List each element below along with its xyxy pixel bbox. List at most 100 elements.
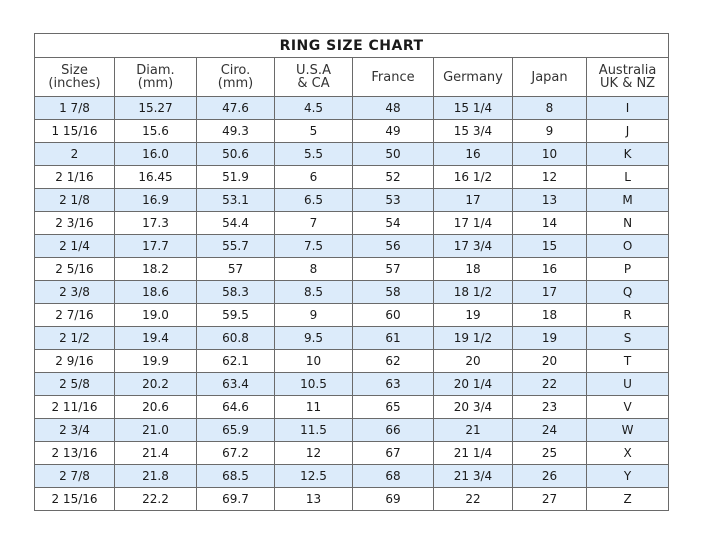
table-cell: 19.4 [114,326,197,350]
table-cell: 12 [512,165,587,189]
table-body: 1 7/8 15.27 47.6 4.5 48 15 1/4 8 I 1 15/16 15.6 49… [34,96,670,511]
table-cell: 2 1/8 [34,188,115,212]
table-cell: 5 [274,119,353,143]
table-cell: 14 [512,211,587,235]
table-cell: 15 3/4 [433,119,513,143]
table-cell: S [585,326,670,350]
table-cell: 2 3/8 [34,280,115,304]
table-cell: 17 1/4 [433,211,513,235]
table-cell: 65.9 [196,418,275,442]
table-cell: 21.8 [114,464,197,488]
column-header: Size (inches) [34,57,115,97]
table-cell: 13 [512,188,587,212]
table-cell: 19.9 [114,349,197,373]
table-cell: 5.5 [274,142,353,166]
table-cell: 49 [352,119,434,143]
table-cell: 18 [512,303,587,327]
table-cell: 63.4 [196,372,275,396]
table-cell: 21 3/4 [433,464,513,488]
table-cell: 21 1/4 [433,441,513,465]
table-cell: 15.6 [114,119,197,143]
table-cell: 54.4 [196,211,275,235]
column-header-line: Japan [531,69,568,85]
table-row: 2 15/16 22.2 69.7 13 69 22 27 Z [34,487,670,511]
table-cell: U [585,372,670,396]
table-cell: 59.5 [196,303,275,327]
column-header: Australia UK & NZ [585,57,670,97]
column-header-line: Diam. [136,63,175,78]
column-header-line: France [371,69,415,85]
table-cell: 26 [512,464,587,488]
table-cell: 13 [274,487,353,511]
table-cell: 50 [352,142,434,166]
table-cell: 17.7 [114,234,197,258]
table-cell: 7.5 [274,234,353,258]
table-cell: 67.2 [196,441,275,465]
table-row: 2 7/8 21.8 68.5 12.5 68 21 3/4 26 Y [34,464,670,488]
column-header: France [352,57,434,97]
table-row: 2 9/16 19.9 62.1 10 62 20 20 T [34,349,670,373]
table-cell: 18.2 [114,257,197,281]
table-cell: 48 [352,96,434,120]
table-row: 2 1/16 16.45 51.9 6 52 16 1/2 12 L [34,165,670,189]
table-cell: 15 1/4 [433,96,513,120]
table-row: 2 5/8 20.2 63.4 10.5 63 20 1/4 22 U [34,372,670,396]
table-cell: 60 [352,303,434,327]
column-header: Diam. (mm) [114,57,197,97]
table-row: 2 5/16 18.2 57 8 57 18 16 P [34,257,670,281]
table-cell: 2 5/16 [34,257,115,281]
table-cell: 18.6 [114,280,197,304]
column-header-line: Size [61,63,88,78]
table-cell: 8.5 [274,280,353,304]
table-cell: 6.5 [274,188,353,212]
table-cell: 51.9 [196,165,275,189]
table-cell: 22 [512,372,587,396]
column-header-line: U.S.A [296,63,331,78]
table-cell: 9 [512,119,587,143]
table-cell: 15 [512,234,587,258]
table-cell: 62.1 [196,349,275,373]
table-cell: 10.5 [274,372,353,396]
table-cell: 67 [352,441,434,465]
table-cell: 4.5 [274,96,353,120]
table-cell: 1 7/8 [34,96,115,120]
table-cell: 2 15/16 [34,487,115,511]
table-cell: 19 [512,326,587,350]
ring-size-chart-table: RING SIZE CHART Size (inches) Diam. (mm) Cir… [33,33,670,511]
table-cell: 16 [433,142,513,166]
table-cell: 2 11/16 [34,395,115,419]
table-cell: 2 1/4 [34,234,115,258]
table-cell: 65 [352,395,434,419]
column-header-line: & CA [297,76,330,91]
column-header-line: Germany [443,69,503,85]
column-header-line: Australia [598,63,657,78]
table-cell: 22 [433,487,513,511]
table-cell: 50.6 [196,142,275,166]
table-cell: Y [585,464,670,488]
table-cell: 19.0 [114,303,197,327]
table-cell: 21.4 [114,441,197,465]
table-cell: N [585,211,670,235]
table-cell: 16.0 [114,142,197,166]
table-cell: P [585,257,670,281]
table-cell: 6 [274,165,353,189]
table-cell: L [585,165,670,189]
table-cell: 57 [352,257,434,281]
table-cell: 18 1/2 [433,280,513,304]
table-cell: 69 [352,487,434,511]
table-cell: 2 7/16 [34,303,115,327]
table-cell: 49.3 [196,119,275,143]
table-row: 2 16.0 50.6 5.5 50 16 10 K [34,142,670,166]
table-cell: 20 [433,349,513,373]
table-row: 2 1/4 17.7 55.7 7.5 56 17 3/4 15 O [34,234,670,258]
table-cell: 12.5 [274,464,353,488]
table-cell: 9.5 [274,326,353,350]
table-cell: 20 3/4 [433,395,513,419]
table-cell: 58.3 [196,280,275,304]
table-cell: 64.6 [196,395,275,419]
table-cell: 20.6 [114,395,197,419]
table-cell: I [585,96,670,120]
table-cell: 2 1/2 [34,326,115,350]
table-cell: 17 3/4 [433,234,513,258]
table-cell: T [585,349,670,373]
